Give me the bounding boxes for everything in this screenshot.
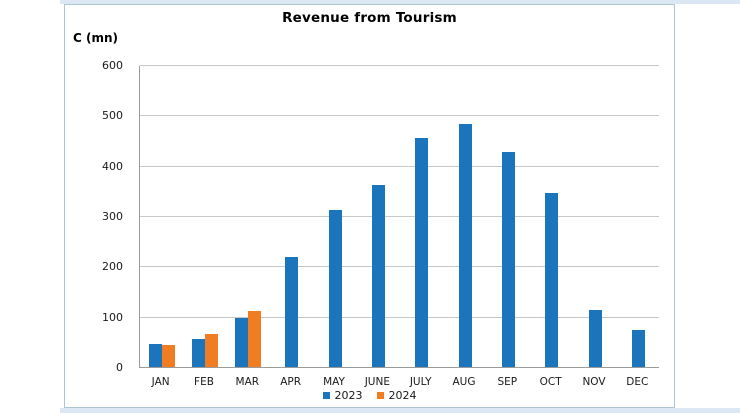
x-label-NOV: NOV [582,376,606,388]
x-label-SEP: SEP [497,376,518,388]
x-axis-labels: JAN FEB MAR APR MAY JUNE JULY AUG SEP OCT NOV DEC [139,376,659,392]
bar-2023-FEB [192,338,205,367]
x-label-JAN: JAN [151,376,170,388]
plot-area [139,65,659,368]
bar-2023-APR [285,257,299,367]
bar-2023-OCT [545,192,559,367]
legend-swatch-2024 [376,392,384,399]
x-label-JUNE: JUNE [364,376,390,388]
x-label-AUG: AUG [452,376,476,388]
chart-box: Revenue from Tourism C (mn) 0 100 200 300 40… [64,4,675,408]
legend-item-2023: 2023 [322,389,363,402]
y-tick-label-600: 600 [102,59,123,72]
y-tick-label-200: 200 [102,260,123,274]
y-tick-label-0: 0 [116,361,123,374]
y-tick-label-500: 500 [102,109,123,123]
x-label-MAY: MAY [323,376,345,388]
bar-2024-FEB [205,333,218,367]
gridline-200 [140,266,659,268]
bar-2024-JAN [161,345,175,367]
x-label-FEB: FEB [194,376,214,388]
x-label-DEC: DEC [626,376,649,388]
legend-swatch-2023 [322,392,330,399]
page-bottom-strip [60,408,740,413]
chart-title: Revenue from Tourism [282,10,457,26]
gridline-300 [140,216,659,217]
gridline-500 [140,115,659,117]
gridline-400 [140,165,659,167]
x-label-MAR: MAR [235,376,260,388]
gridline-100 [140,316,659,318]
legend-item-2024: 2024 [376,389,417,402]
page-top-strip [60,0,740,4]
bar-2023-JAN [148,344,162,367]
y-tick-label-400: 400 [102,159,123,173]
bar-2023-JUNE [371,184,385,367]
gridline-600 [140,65,659,66]
bar-2023-NOV [588,309,602,367]
bar-2023-MAY [328,210,342,367]
x-label-APR: APR [280,376,302,388]
bar-2023-JULY [415,137,429,367]
bar-2023-MAR [235,318,249,367]
legend-label-2023: 2023 [334,389,363,402]
y-axis-title: C (mn) [73,31,118,45]
bar-2023-AUG [458,123,472,367]
x-label-JULY: JULY [409,376,432,388]
bar-2023-DEC [631,330,645,367]
bar-2024-MAR [248,311,262,367]
legend-label-2024: 2024 [388,389,417,402]
bar-2023-SEP [501,151,515,367]
y-axis-tick-labels: 0 100 200 300 400 500 600 [65,60,131,374]
chart-legend: 2023 2024 [65,389,674,402]
y-tick-label-300: 300 [102,210,123,223]
x-label-OCT: OCT [539,376,562,388]
y-tick-label-100: 100 [102,310,123,324]
